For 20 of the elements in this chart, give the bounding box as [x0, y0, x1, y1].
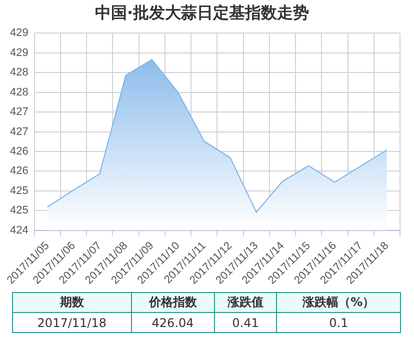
text: 426.04 [131, 312, 214, 332]
y-tick-label: 425 [10, 204, 28, 217]
text: 价格指数 [131, 292, 214, 312]
y-tick-label: 428 [10, 66, 28, 79]
y-tick-label: 427 [10, 126, 28, 138]
y-tick-label: 426 [10, 146, 28, 158]
y-tick-label: 427 [10, 106, 28, 118]
text: 期数 [12, 292, 132, 312]
y-tick-label: 429 [10, 46, 28, 59]
text: 涨跌值 [214, 292, 277, 312]
text: 2017/11/18 [12, 312, 132, 332]
text: 涨跌幅（%） [276, 292, 400, 312]
y-tick-label: 426 [10, 165, 28, 178]
y-tick-label: 429 [10, 27, 28, 40]
text: 0.41 [214, 312, 277, 332]
chart-title: 中国·批发大蒜日定基指数走势 [94, 2, 310, 22]
y-tick-label: 424 [10, 224, 28, 236]
text: 0.1 [276, 312, 400, 332]
y-tick-label: 428 [10, 86, 28, 98]
y-tick-label: 425 [10, 184, 28, 197]
